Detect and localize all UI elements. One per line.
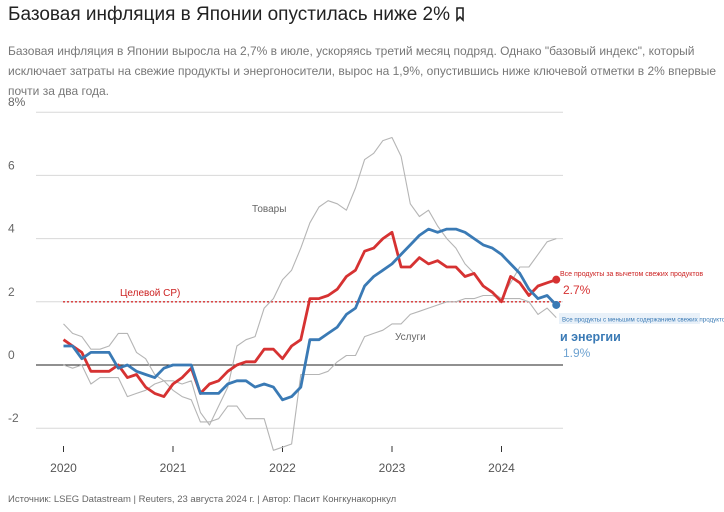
y-tick-label: 0 [8,348,15,362]
y-tick-label: 6 [8,158,15,172]
core-cpi-line [62,230,557,399]
x-tick-label: 2020 [50,461,77,475]
x-tick-label: 2021 [160,461,187,475]
source-note: Источник: LSEG Datastream | Reuters, 23 … [8,494,397,505]
core-cpi-label: Все продукты за вычетом свежих продуктов [560,271,703,278]
chart-title: Базовая инфляция в Японии опустилась ниж… [8,4,465,26]
core-core-cpi-label-large: и энергии [560,330,621,344]
y-tick-label: -2 [8,411,19,425]
x-tick-label: 2023 [379,461,406,475]
line-chart: -2 0 2 4 6 8% 2020 2021 2022 2023 2024 Целевой CP)… [8,95,724,475]
labels-group: Товары Услуги Все продукты за вычетом свеж… [252,204,724,360]
core-core-cpi-value: 1.9% [563,346,591,360]
chart-title-text: Базовая инфляция в Японии опустилась ниж… [8,4,451,25]
gridlines: -2 0 2 4 6 8% 2020 2021 2022 2023 2024 [8,95,563,475]
services-line [63,294,557,451]
core-core-cpi-label: Все продукты с меньшим содержанием свежи… [562,317,724,324]
bookmark-icon [456,7,465,22]
goods-line [63,136,557,426]
core-core-cpi-line [63,227,558,402]
y-tick-label: 8% [8,95,26,109]
core-core-cpi-end-dot [552,300,561,309]
chart-subtitle: Базовая инфляция в Японии выросла на 2,7… [8,44,717,98]
y-tick-label: 4 [8,222,15,236]
target-line-group: Целевой CP) [63,288,563,303]
y-tick-label: 2 [8,285,15,299]
services-label: Услуги [395,332,426,343]
x-tick-label: 2022 [269,461,296,475]
core-cpi-end-dot [552,275,561,284]
core-core-cpi-label-bg [559,313,700,324]
series-group [62,136,561,451]
goods-label: Товары [252,204,286,215]
target-line-label: Целевой CP) [120,288,180,299]
x-tick-label: 2024 [488,461,515,475]
core-cpi-value: 2.7% [563,283,591,297]
